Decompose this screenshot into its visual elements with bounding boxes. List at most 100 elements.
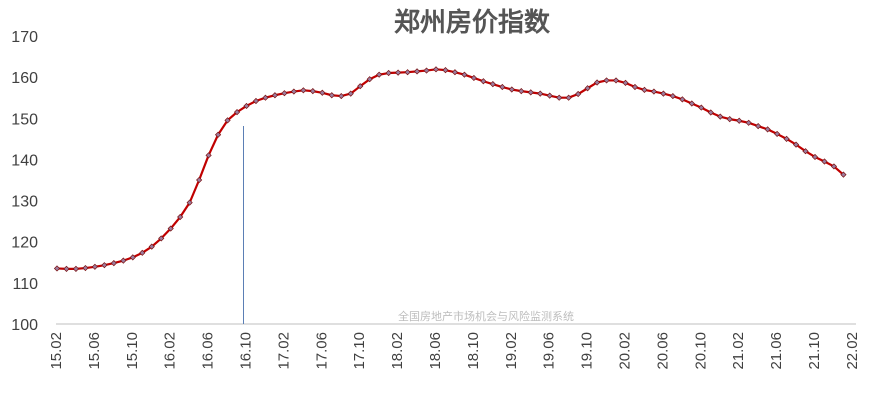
data-point-19	[233, 109, 241, 116]
data-point-52	[546, 92, 553, 99]
data-point-13	[177, 213, 184, 221]
data-point-56	[584, 85, 591, 92]
x-tick-label-17-02: 17.02	[275, 332, 292, 370]
data-point-6	[110, 260, 117, 267]
data-point-69	[707, 109, 714, 116]
y-tick-label-160: 160	[11, 70, 38, 87]
data-point-5	[101, 262, 108, 269]
data-point-54	[565, 94, 572, 101]
data-point-46	[489, 81, 496, 88]
y-tick-label-130: 130	[11, 194, 38, 211]
data-point-74	[755, 123, 762, 130]
data-point-22	[262, 94, 269, 101]
x-tick-label-15-02: 15.02	[48, 332, 65, 370]
x-tick-label-16-06: 16.06	[200, 332, 217, 370]
data-point-17	[214, 131, 222, 138]
data-point-71	[726, 116, 733, 123]
chart-title: 郑州房价指数	[394, 8, 551, 38]
data-point-76	[774, 130, 781, 138]
data-point-43	[461, 71, 468, 78]
y-tick-label-120: 120	[11, 235, 38, 252]
x-tick-label-19-06: 19.06	[541, 332, 558, 370]
data-point-77	[783, 135, 790, 142]
x-tick-label-17-06: 17.06	[313, 332, 330, 370]
data-point-0	[53, 265, 61, 272]
data-point-34	[376, 71, 383, 78]
data-point-68	[698, 104, 705, 111]
data-point-29	[328, 92, 335, 99]
data-point-14	[186, 199, 193, 206]
data-point-62	[641, 86, 648, 93]
data-point-26	[300, 87, 307, 94]
x-tick-label-20-10: 20.10	[692, 332, 709, 370]
data-point-4	[91, 263, 98, 270]
data-point-32	[357, 83, 364, 90]
y-tick-label-100: 100	[11, 317, 38, 334]
data-point-51	[537, 90, 544, 97]
data-point-28	[319, 89, 326, 96]
data-point-78	[792, 141, 800, 148]
data-point-53	[556, 94, 563, 101]
data-point-79	[802, 148, 809, 155]
y-tick-label-140: 140	[11, 152, 38, 169]
data-point-48	[508, 86, 515, 93]
data-point-61	[631, 83, 639, 91]
data-point-75	[764, 126, 771, 133]
data-point-37	[404, 69, 411, 76]
x-tick-label-21-06: 21.06	[768, 332, 785, 370]
data-point-55	[575, 90, 582, 98]
data-point-20	[243, 102, 250, 110]
data-point-58	[603, 77, 610, 84]
data-point-35	[385, 69, 392, 77]
data-point-65	[669, 92, 676, 100]
data-point-81	[821, 158, 828, 165]
data-point-15	[196, 176, 203, 184]
data-point-18	[224, 117, 231, 124]
x-tick-label-16-10: 16.10	[238, 332, 255, 370]
data-point-31	[347, 90, 354, 97]
data-point-23	[271, 92, 279, 99]
series-markers	[53, 66, 847, 272]
y-tick-label-110: 110	[12, 276, 38, 293]
data-point-40	[432, 66, 440, 73]
x-tick-label-22-02: 22.02	[844, 332, 861, 370]
y-tick-label-150: 150	[11, 111, 38, 128]
data-point-11	[158, 235, 165, 242]
data-point-49	[518, 88, 525, 95]
data-point-9	[139, 249, 146, 256]
x-tick-label-18-06: 18.06	[427, 332, 444, 370]
data-point-42	[451, 69, 459, 76]
data-point-50	[527, 89, 534, 96]
data-point-36	[395, 69, 402, 76]
x-tick-label-17-10: 17.10	[351, 332, 368, 370]
data-point-44	[470, 74, 477, 82]
x-tick-label-19-02: 19.02	[503, 332, 520, 370]
x-tick-label-20-02: 20.02	[617, 332, 634, 370]
data-point-3	[82, 264, 89, 272]
data-point-1	[63, 265, 70, 272]
data-point-12	[167, 225, 174, 232]
data-point-24	[281, 90, 288, 97]
x-tick-label-19-10: 19.10	[579, 332, 596, 370]
data-point-38	[413, 68, 421, 75]
series-line	[56, 68, 845, 270]
x-tick-label-18-02: 18.02	[389, 332, 406, 370]
y-tick-label-170: 170	[11, 29, 38, 46]
data-point-2	[72, 265, 80, 272]
data-point-21	[252, 97, 260, 105]
data-point-41	[442, 67, 449, 74]
y-axis-ticks: 100 110 120 130 140 150 160 170	[11, 29, 38, 334]
data-point-67	[688, 100, 695, 107]
watermark-text: 全国房地产市场机会与风险监测系统	[398, 309, 574, 323]
data-point-47	[499, 83, 506, 91]
data-point-39	[423, 67, 430, 74]
data-point-7	[120, 257, 127, 264]
x-tick-label-16-02: 16.02	[162, 332, 179, 370]
x-tick-label-21-10: 21.10	[806, 332, 823, 370]
data-point-57	[593, 79, 601, 86]
data-point-64	[660, 90, 667, 97]
data-point-60	[622, 79, 629, 86]
x-tick-label-15-06: 15.06	[86, 332, 103, 370]
data-point-83	[840, 171, 847, 178]
